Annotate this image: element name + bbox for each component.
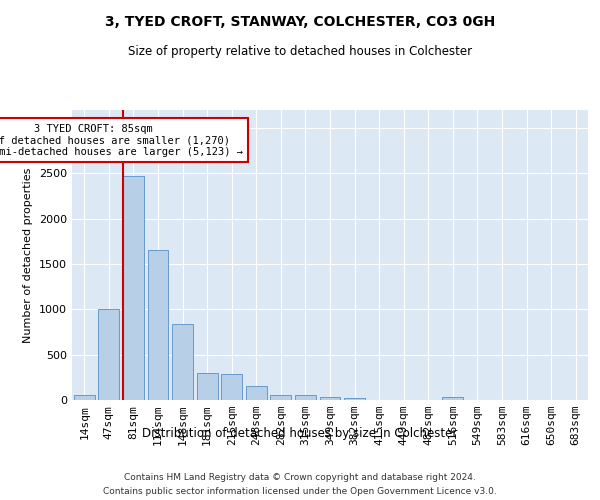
- Bar: [98, 310, 119, 400]
- Text: 3, TYED CROFT, STANWAY, COLCHESTER, CO3 0GH: 3, TYED CROFT, STANWAY, COLCHESTER, CO3 …: [105, 15, 495, 29]
- Text: Contains public sector information licensed under the Open Government Licence v3: Contains public sector information licen…: [103, 488, 497, 496]
- Text: Distribution of detached houses by size in Colchester: Distribution of detached houses by size …: [142, 428, 458, 440]
- Bar: [197, 373, 218, 400]
- Text: Contains HM Land Registry data © Crown copyright and database right 2024.: Contains HM Land Registry data © Crown c…: [124, 472, 476, 482]
- Bar: [344, 398, 365, 400]
- Bar: [148, 250, 169, 400]
- Bar: [271, 395, 292, 400]
- Text: Size of property relative to detached houses in Colchester: Size of property relative to detached ho…: [128, 45, 472, 58]
- Bar: [123, 176, 144, 400]
- Y-axis label: Number of detached properties: Number of detached properties: [23, 168, 34, 342]
- Bar: [221, 374, 242, 400]
- Bar: [442, 398, 463, 400]
- Text: 3 TYED CROFT: 85sqm
← 20% of detached houses are smaller (1,270)
79% of semi-det: 3 TYED CROFT: 85sqm ← 20% of detached ho…: [0, 124, 243, 157]
- Bar: [320, 396, 340, 400]
- Bar: [246, 386, 267, 400]
- Bar: [74, 394, 95, 400]
- Bar: [172, 324, 193, 400]
- Bar: [295, 395, 316, 400]
